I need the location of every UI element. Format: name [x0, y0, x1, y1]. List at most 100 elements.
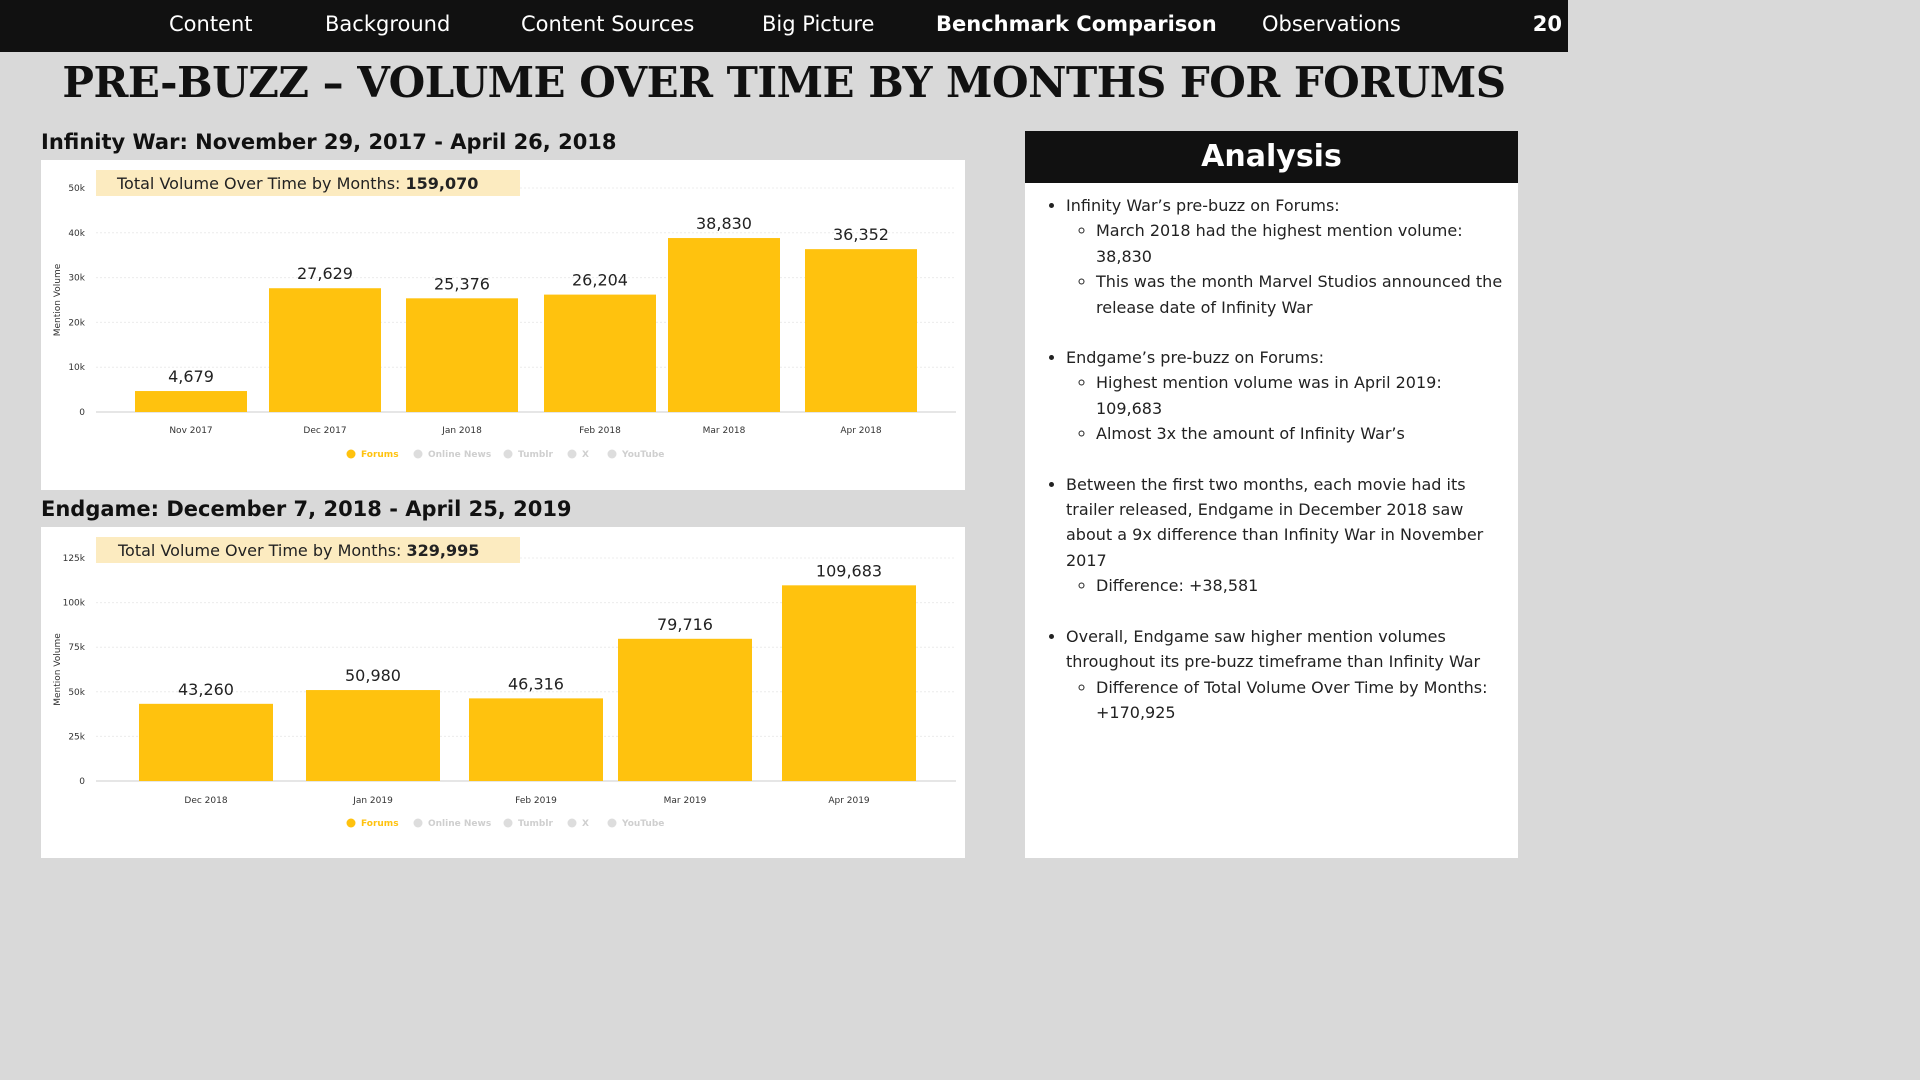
x-tick-label: Feb 2018: [579, 426, 621, 436]
chart-heading-endgame: Endgame: December 7, 2018 - April 25, 20…: [41, 497, 572, 521]
y-tick-label: 50k: [68, 688, 85, 698]
analysis-subpoint: March 2018 had the highest mention volum…: [1096, 218, 1504, 269]
analysis-subpoint: Highest mention volume was in April 2019…: [1096, 370, 1504, 421]
bar: [406, 298, 518, 412]
bar: [805, 249, 917, 412]
bar: [306, 690, 440, 781]
analysis-point-text: Between the first two months, each movie…: [1066, 474, 1484, 570]
legend-marker: [413, 449, 423, 459]
data-label: 36,352: [833, 225, 889, 244]
analysis-point-text: Overall, Endgame saw higher mention volu…: [1066, 626, 1481, 672]
analysis-subpoint: Difference of Total Volume Over Time by …: [1096, 675, 1504, 726]
x-tick-label: Mar 2019: [664, 796, 707, 806]
analysis-subpoint: This was the month Marvel Studios announ…: [1096, 269, 1504, 320]
y-tick-label: 20k: [68, 318, 85, 328]
total-volume-value: 329,995: [407, 541, 480, 560]
x-tick-label: Jan 2018: [441, 426, 482, 436]
data-label: 43,260: [178, 680, 234, 699]
analysis-panel: Analysis Infinity War’s pre-buzz on Foru…: [1025, 131, 1518, 858]
data-label: 50,980: [345, 666, 401, 685]
y-axis-label: Mention Volume: [53, 633, 63, 706]
y-tick-label: 100k: [63, 599, 86, 609]
nav-item-benchmark-comparison[interactable]: Benchmark Comparison: [936, 12, 1217, 36]
data-label: 109,683: [816, 561, 882, 580]
y-tick-label: 0: [79, 777, 85, 787]
bar-chart-endgame: 0 25k 50k 75k 100k 125k Mention Volume Total Vo…: [53, 537, 956, 829]
x-tick-label: Nov 2017: [169, 426, 212, 436]
chart-heading-infinity-war: Infinity War: November 29, 2017 - April …: [41, 130, 617, 154]
data-label: 38,830: [696, 214, 752, 233]
y-tick-label: 30k: [68, 274, 85, 284]
analysis-point-text: Endgame’s pre-buzz on Forums:: [1066, 348, 1324, 368]
chart-panel-endgame: 0 25k 50k 75k 100k 125k Mention Volume Total Vo…: [41, 527, 965, 858]
analysis-subpoint: Almost 3x the amount of Infinity War’s: [1096, 421, 1504, 446]
nav-item-content[interactable]: Content: [169, 12, 253, 36]
legend-label: Tumblr: [518, 450, 553, 460]
y-tick-label: 0: [79, 408, 85, 418]
legend-marker: [567, 449, 577, 459]
legend-label: Forums: [361, 450, 399, 460]
total-volume-caption: Total Volume Over Time by Months:: [116, 174, 406, 193]
page-number: 20: [1532, 12, 1562, 36]
chart-panel-infinity-war: 0 10k 20k 30k 40k 50k Mention Volume Total Volu…: [41, 160, 965, 490]
legend-label: YouTube: [621, 450, 664, 460]
bar-chart-infinity-war: 0 10k 20k 30k 40k 50k Mention Volume Total Volu…: [53, 170, 956, 460]
total-volume-value: 159,070: [406, 174, 479, 193]
analysis-point: Overall, Endgame saw higher mention volu…: [1066, 624, 1504, 726]
legend-marker: [607, 818, 617, 828]
data-label: 79,716: [657, 615, 713, 634]
legend-label: X: [582, 819, 589, 829]
y-tick-label: 125k: [63, 554, 86, 564]
x-tick-label: Jan 2019: [352, 796, 393, 806]
y-tick-label: 25k: [68, 732, 85, 742]
nav-item-content-sources[interactable]: Content Sources: [521, 12, 695, 36]
total-volume-label: Total Volume Over Time by Months: 329,99…: [117, 541, 479, 560]
data-label: 27,629: [297, 264, 353, 283]
total-volume-highlight: [96, 537, 520, 563]
legend-marker: [503, 818, 513, 828]
legend-label: Online News: [428, 450, 491, 460]
nav-item-big-picture[interactable]: Big Picture: [762, 12, 875, 36]
bar: [782, 585, 916, 781]
bar: [139, 703, 273, 781]
bar: [469, 698, 603, 781]
total-volume-label: Total Volume Over Time by Months: 159,07…: [116, 174, 478, 193]
x-tick-label: Feb 2019: [515, 796, 557, 806]
legend-marker: [346, 818, 356, 828]
y-tick-label: 40k: [68, 229, 85, 239]
data-label: 26,204: [572, 271, 628, 290]
legend-marker: [607, 449, 617, 459]
x-tick-label: Dec 2018: [184, 796, 227, 806]
x-tick-label: Dec 2017: [303, 426, 346, 436]
analysis-point: Endgame’s pre-buzz on Forums: Highest me…: [1066, 345, 1504, 447]
legend-label: Forums: [361, 819, 399, 829]
x-tick-label: Apr 2018: [840, 426, 882, 436]
bar: [618, 638, 752, 781]
y-tick-label: 10k: [68, 363, 85, 373]
nav-item-observations[interactable]: Observations: [1262, 12, 1401, 36]
bar: [668, 238, 780, 412]
nav-item-background[interactable]: Background: [325, 12, 451, 36]
data-label: 25,376: [434, 274, 490, 293]
analysis-point-text: Infinity War’s pre-buzz on Forums:: [1066, 196, 1340, 215]
legend-label: YouTube: [621, 819, 664, 829]
page-title: PRE-BUZZ – VOLUME OVER TIME BY MONTHS FO…: [62, 58, 1506, 107]
legend-marker: [567, 818, 577, 828]
bar: [544, 294, 656, 412]
legend-label: Online News: [428, 819, 491, 829]
data-label: 46,316: [508, 674, 564, 693]
analysis-point: Infinity War’s pre-buzz on Forums: March…: [1066, 193, 1504, 320]
data-label: 4,679: [168, 367, 214, 386]
bar: [269, 288, 381, 412]
legend-label: Tumblr: [518, 819, 553, 829]
analysis-subpoint: Difference: +38,581: [1096, 573, 1504, 598]
analysis-list: Infinity War’s pre-buzz on Forums: March…: [1025, 193, 1518, 725]
top-nav-bar: Content Background Content Sources Big P…: [0, 0, 1568, 52]
x-tick-label: Mar 2018: [703, 426, 746, 436]
total-volume-highlight: [96, 170, 520, 196]
total-volume-caption: Total Volume Over Time by Months:: [117, 541, 407, 560]
y-tick-label: 50k: [68, 184, 85, 194]
y-axis-label: Mention Volume: [53, 263, 63, 336]
bar: [135, 391, 247, 412]
x-tick-label: Apr 2019: [828, 796, 870, 806]
